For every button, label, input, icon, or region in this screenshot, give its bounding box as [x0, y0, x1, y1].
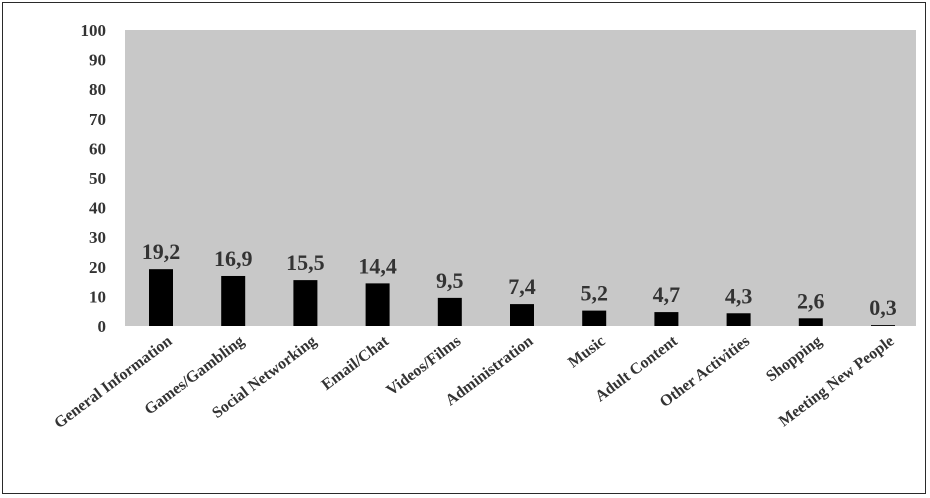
data-labels: 19,2 16,9 15,5 14,4 9,5 7,4 5,2 4,7 4,3 2,6 0,3: [142, 239, 897, 320]
y-tick-label: 40: [89, 199, 106, 218]
data-label: 15,5: [286, 250, 325, 275]
x-category-label: General Information: [51, 333, 175, 432]
bar: [582, 310, 607, 326]
data-label: 4,3: [725, 283, 753, 308]
data-label: 2,6: [797, 288, 825, 313]
bars: [149, 269, 895, 326]
x-axis-categories: General InformationGames/GamblingSocial …: [51, 332, 897, 432]
y-tick-label: 30: [89, 228, 106, 247]
y-tick-label: 90: [89, 51, 106, 70]
x-category-label: Music: [565, 333, 609, 372]
y-tick-label: 20: [89, 258, 106, 277]
y-tick-label: 0: [98, 317, 107, 336]
bar: [365, 283, 390, 326]
y-tick-label: 10: [89, 287, 106, 306]
y-tick-label: 50: [89, 169, 106, 188]
y-tick-label: 70: [89, 110, 106, 129]
y-tick-label: 60: [89, 139, 106, 158]
bar: [871, 325, 895, 326]
y-axis-ticks: 0 10 20 30 40 50 60 70 80 90 100: [81, 21, 107, 336]
data-label: 0,3: [869, 295, 897, 320]
bar: [437, 297, 462, 326]
bar: [726, 313, 751, 326]
data-label: 14,4: [358, 253, 397, 278]
x-category-label: Shopping: [763, 333, 825, 386]
plot-area: [125, 30, 916, 326]
bar: [798, 318, 823, 326]
y-tick-label: 80: [89, 80, 106, 99]
y-tick-label: 100: [81, 21, 107, 40]
bar: [510, 304, 534, 326]
data-label: 7,4: [508, 274, 536, 299]
bar: [221, 275, 246, 326]
x-category-label: Email/Chat: [319, 332, 393, 394]
bar: [149, 269, 173, 326]
bar: [654, 312, 679, 326]
data-label: 16,9: [214, 246, 253, 271]
data-label: 19,2: [142, 239, 181, 264]
data-label: 5,2: [580, 281, 608, 306]
data-label: 4,7: [653, 282, 681, 307]
bar: [293, 280, 318, 326]
data-label: 9,5: [436, 268, 464, 293]
